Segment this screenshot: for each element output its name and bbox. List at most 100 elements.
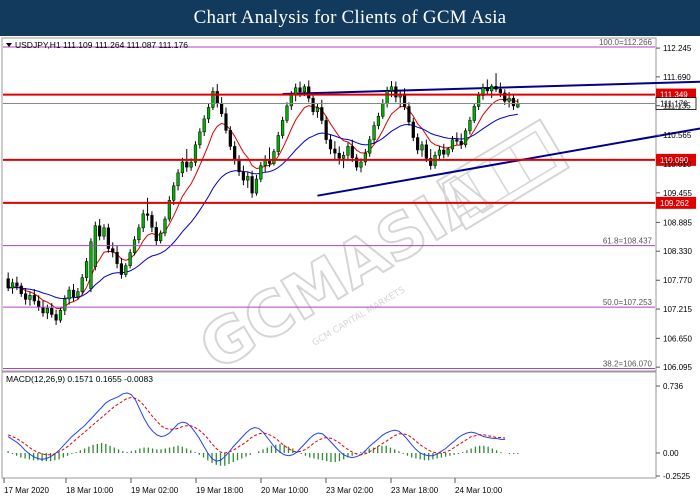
x-tick-label: 23 Mar 02:00 — [326, 486, 374, 495]
y-tick-label: 106.650 — [663, 334, 692, 343]
page-title: Chart Analysis for Clients of GCM Asia — [193, 7, 507, 28]
candle-body — [93, 225, 97, 268]
candle-body — [215, 91, 219, 104]
candle-body — [511, 97, 516, 107]
candle-body — [10, 282, 15, 289]
candle-body — [28, 295, 32, 300]
current-price-tag — [655, 97, 697, 110]
candle-body — [468, 120, 472, 132]
candle-body — [285, 105, 289, 121]
candle-body — [167, 200, 171, 220]
macd-line — [7, 392, 506, 462]
candle-body — [450, 139, 455, 150]
x-tick-label: 17 Mar 2020 — [4, 486, 49, 495]
candle-body — [472, 106, 476, 121]
candle-body — [106, 227, 110, 249]
trendline — [282, 80, 700, 95]
candle-body — [503, 92, 507, 102]
macd-tick-label: 0.736 — [663, 382, 684, 391]
candle-body — [63, 298, 67, 311]
candle-body — [346, 146, 350, 156]
candle-body — [385, 90, 389, 104]
y-tick-label: 108.330 — [663, 247, 692, 256]
header-banner: Chart Analysis for Clients of GCM Asia — [0, 0, 700, 36]
candle-body — [259, 165, 263, 180]
candle-body — [372, 125, 376, 140]
candle-body — [241, 171, 245, 181]
price-chart[interactable]: GCMASIA GCM CAPITAL MARKETS 100.0=112.26… — [0, 36, 700, 500]
candle-body — [228, 130, 232, 147]
candle-body — [163, 218, 167, 234]
candle-body — [54, 314, 58, 321]
candle-body — [324, 120, 328, 140]
candle-body — [189, 162, 193, 168]
moving-average-line — [8, 98, 518, 310]
candle-body — [394, 86, 398, 98]
candle-body — [289, 94, 293, 107]
fibonacci-label: 61.8=108.437 — [603, 237, 653, 246]
candle-body — [180, 161, 185, 174]
y-tick-label: 109.455 — [663, 189, 692, 198]
candle-body — [333, 148, 337, 154]
candle-body — [272, 151, 276, 164]
candle-body — [141, 213, 145, 229]
x-tick-label: 19 Mar 02:00 — [131, 486, 179, 495]
candle-body — [494, 85, 498, 90]
y-tick-label: 106.095 — [663, 363, 692, 372]
candle-body — [276, 135, 280, 152]
candle-body — [359, 161, 363, 168]
candle-body — [67, 289, 71, 300]
candle-body — [424, 144, 428, 159]
candle-body — [246, 176, 250, 181]
x-tick-label: 18 Mar 10:00 — [66, 486, 114, 495]
macd-signal-line — [7, 396, 506, 456]
candle-body — [294, 87, 298, 95]
y-tick-label: 111.135 — [663, 102, 691, 111]
candle-body — [281, 120, 285, 136]
candle-body — [463, 130, 468, 146]
candle-body — [176, 172, 180, 187]
candle-body — [193, 144, 198, 163]
candle-body — [24, 293, 28, 300]
candle-body — [132, 239, 137, 253]
candle-body — [41, 306, 45, 314]
candle-body — [119, 263, 124, 275]
candle-body — [111, 248, 115, 253]
candle-body — [32, 295, 36, 302]
candle-body — [185, 161, 189, 168]
candle-body — [407, 106, 411, 123]
candle-body — [455, 139, 459, 142]
candle-body — [416, 137, 420, 151]
candle-body — [498, 89, 502, 94]
y-tick-label: 110.010 — [663, 160, 692, 169]
candle-body — [224, 113, 228, 131]
candle-body — [154, 227, 158, 242]
candle-body — [115, 251, 119, 264]
fibonacci-label: 38.2=106.070 — [603, 359, 653, 368]
symbol-dropdown-icon[interactable] — [6, 43, 12, 47]
price-tag-label: 109.262 — [660, 199, 689, 208]
candle-body — [128, 252, 132, 266]
candle-body — [442, 149, 446, 155]
y-tick-label: 111.690 — [663, 73, 691, 82]
candle-body — [250, 176, 254, 194]
candle-body — [298, 87, 302, 93]
candle-body — [150, 215, 154, 228]
candle-body — [45, 308, 49, 314]
macd-label: MACD(12,26,9) 0.1571 0.1655 -0.0083 — [6, 374, 153, 384]
candle-body — [307, 86, 311, 99]
candle-body — [254, 178, 259, 194]
x-tick-label: 23 Mar 18:00 — [391, 486, 439, 495]
y-tick-label: 112.245 — [663, 44, 692, 53]
candle-body — [220, 103, 224, 114]
candle-body — [315, 107, 320, 112]
candle-body — [89, 241, 93, 289]
moving-average-line — [8, 113, 518, 300]
y-tick-label: 108.885 — [663, 218, 692, 227]
candle-body — [202, 118, 206, 133]
candle-body — [98, 225, 102, 237]
x-tick-label: 24 Mar 10:00 — [455, 486, 503, 495]
candle-body — [402, 93, 407, 107]
candle-body — [71, 289, 76, 298]
